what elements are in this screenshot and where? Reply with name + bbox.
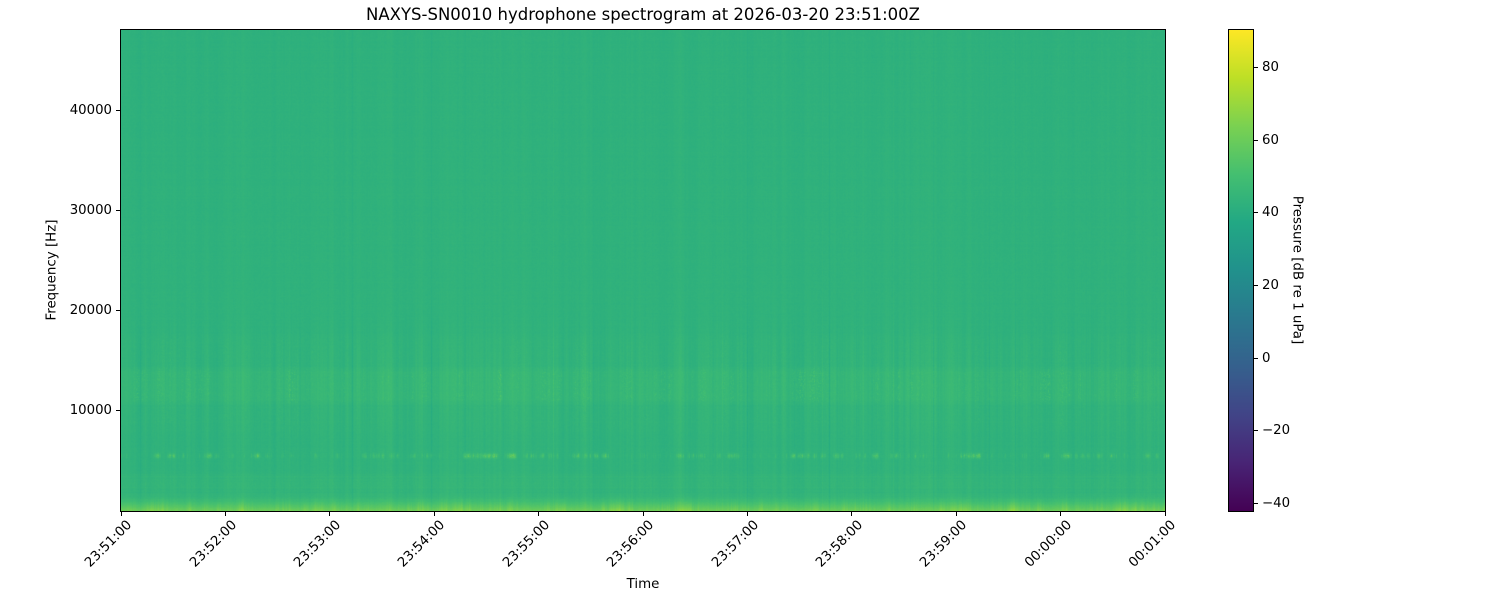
x-tick-mark (538, 512, 540, 516)
colorbar-tick-label: 80 (1262, 60, 1279, 76)
colorbar-tick-mark (1254, 67, 1258, 69)
x-tick-label: 23:56:00 (604, 517, 658, 571)
colorbar-tick-mark (1254, 284, 1258, 286)
plot-title: NAXYS-SN0010 hydrophone spectrogram at 2… (366, 5, 920, 24)
colorbar (1228, 29, 1254, 512)
x-tick-mark (329, 512, 331, 516)
colorbar-tick-label: 40 (1262, 205, 1279, 221)
x-tick-label: 00:01:00 (1126, 517, 1180, 571)
x-tick-label: 23:52:00 (186, 517, 240, 571)
colorbar-gradient (1229, 30, 1253, 511)
colorbar-tick-label: 20 (1262, 277, 1279, 293)
y-tick-label: 10000 (69, 403, 112, 419)
y-tick-mark (116, 310, 120, 312)
x-tick-label: 23:54:00 (395, 517, 449, 571)
colorbar-tick-mark (1254, 212, 1258, 214)
colorbar-tick-mark (1254, 139, 1258, 141)
y-tick-mark (116, 410, 120, 412)
y-tick-mark (116, 109, 120, 111)
colorbar-label: Pressure [dB re 1 uPa] (1289, 195, 1305, 345)
x-tick-mark (120, 512, 122, 516)
x-tick-mark (851, 512, 853, 516)
x-tick-label: 23:58:00 (813, 517, 867, 571)
y-tick-mark (116, 209, 120, 211)
x-tick-mark (746, 512, 748, 516)
x-tick-label: 23:57:00 (708, 517, 762, 571)
x-tick-mark (1164, 512, 1166, 516)
y-tick-label: 40000 (69, 102, 112, 118)
y-tick-label: 20000 (69, 303, 112, 319)
colorbar-tick-label: −40 (1262, 495, 1291, 511)
x-tick-mark (955, 512, 957, 516)
x-tick-label: 23:55:00 (500, 517, 553, 571)
x-tick-mark (433, 512, 435, 516)
x-tick-label: 23:51:00 (82, 517, 136, 571)
x-axis-label: Time (626, 577, 660, 592)
y-tick-label: 30000 (69, 202, 112, 218)
colorbar-tick-mark (1254, 502, 1258, 504)
y-axis-label: Frequency [Hz] (44, 219, 60, 321)
colorbar-tick-mark (1254, 357, 1258, 359)
x-tick-label: 23:59:00 (917, 517, 971, 571)
colorbar-tick-mark (1254, 430, 1258, 432)
plot-area (120, 29, 1166, 512)
spectrogram-canvas (121, 30, 1165, 511)
colorbar-tick-label: −20 (1262, 423, 1291, 439)
x-tick-label: 00:00:00 (1022, 517, 1075, 571)
x-tick-label: 23:53:00 (291, 517, 345, 571)
colorbar-tick-label: 60 (1262, 132, 1279, 148)
colorbar-tick-label: 0 (1262, 350, 1271, 366)
x-tick-mark (1060, 512, 1062, 516)
x-tick-mark (642, 512, 644, 516)
x-tick-mark (224, 512, 226, 516)
